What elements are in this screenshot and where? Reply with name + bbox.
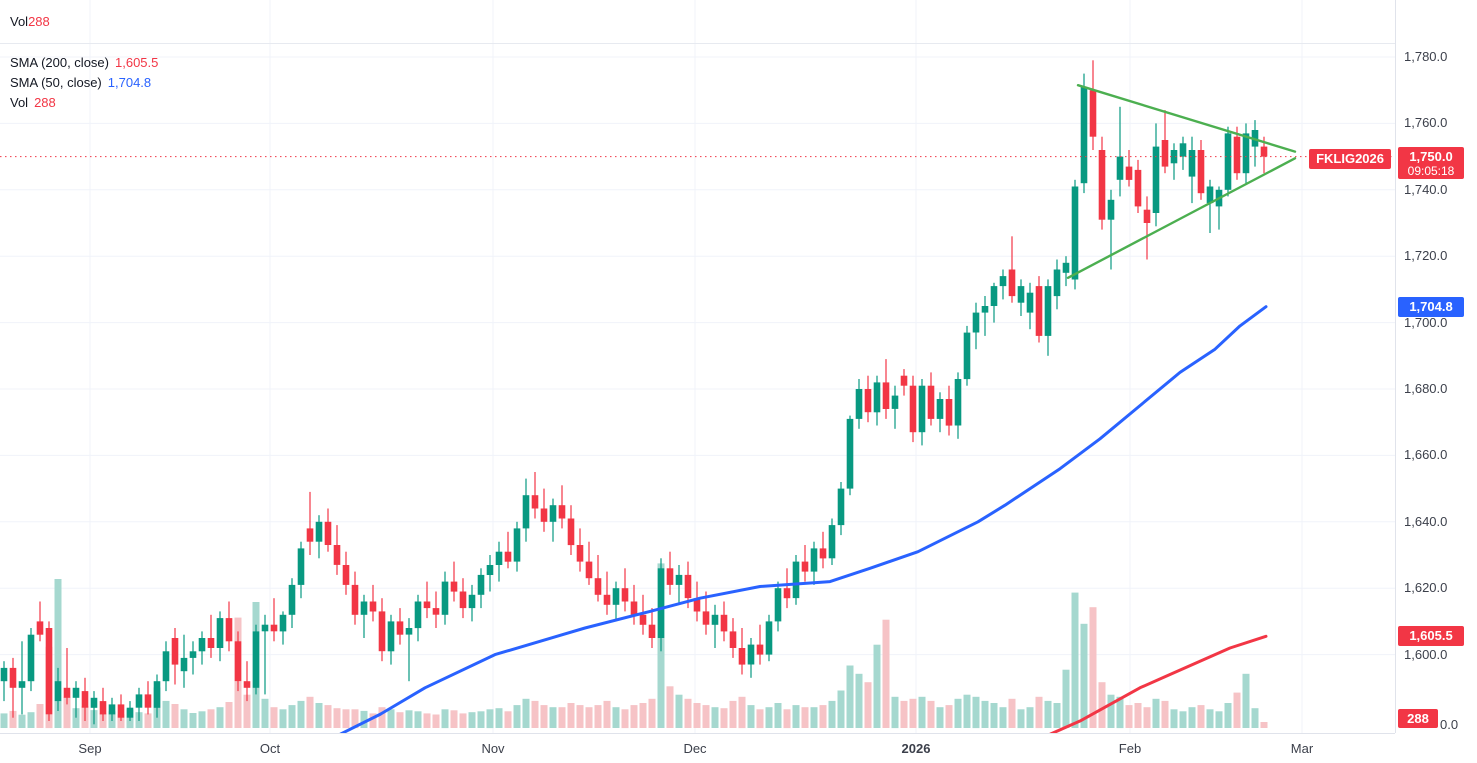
pane-divider bbox=[0, 43, 1477, 44]
time-axis-label: Dec bbox=[683, 741, 707, 756]
price-axis-label: 1,720.0 bbox=[1404, 248, 1448, 263]
price-axis-label: 1,760.0 bbox=[1404, 115, 1448, 130]
time-axis-label: Nov bbox=[481, 741, 505, 756]
volume-pane-legend[interactable]: Vol288 bbox=[10, 12, 50, 32]
sma200-legend-row[interactable]: SMA (200, close) 1,605.5 bbox=[10, 53, 158, 73]
price-axis-label: 1,600.0 bbox=[1404, 647, 1448, 662]
last-price-badge: 1,750.0 09:05:18 bbox=[1398, 147, 1464, 179]
price-axis-label: 1,620.0 bbox=[1404, 580, 1448, 595]
vol-legend-label: Vol bbox=[10, 14, 29, 29]
time-axis-label: Feb bbox=[1118, 741, 1142, 756]
price-axis-label: 1,660.0 bbox=[1404, 447, 1448, 462]
main-pane-legend: SMA (200, close) 1,605.5 SMA (50, close) 1… bbox=[10, 53, 158, 113]
sma200-legend-value: 1,605.5 bbox=[115, 55, 159, 70]
vol-legend-value2: 288 bbox=[34, 95, 56, 110]
sma200-legend-label: SMA (200, close) bbox=[10, 55, 109, 70]
price-axis-label: 1,680.0 bbox=[1404, 381, 1448, 396]
sma200-badge: 1,605.5 bbox=[1398, 626, 1464, 646]
price-axis[interactable]: 1,750.0 09:05:18 1,704.8 1,605.5 288 0.0… bbox=[1395, 0, 1477, 733]
vol-legend-row[interactable]: Vol 288 bbox=[10, 93, 158, 113]
sma50-legend-label: SMA (50, close) bbox=[10, 75, 102, 90]
price-axis-label: 1,780.0 bbox=[1404, 49, 1448, 64]
time-axis-label: 2026 bbox=[901, 741, 931, 756]
sma50-legend-value: 1,704.8 bbox=[107, 75, 152, 90]
price-axis-label: 1,740.0 bbox=[1404, 182, 1448, 197]
sma50-legend-row[interactable]: SMA (50, close) 1,704.8 bbox=[10, 73, 158, 93]
last-price-time: 09:05:18 bbox=[1407, 164, 1455, 178]
time-axis-label: Sep bbox=[78, 741, 102, 756]
volume-zero-label: 0.0 bbox=[1440, 717, 1459, 732]
price-axis-label: 1,700.0 bbox=[1404, 315, 1448, 330]
price-axis-label: 1,640.0 bbox=[1404, 514, 1448, 529]
sma50-badge: 1,704.8 bbox=[1398, 297, 1464, 317]
time-axis-label: Mar bbox=[1290, 741, 1314, 756]
vol-legend-label2: Vol bbox=[10, 95, 29, 110]
price-chart-canvas[interactable] bbox=[0, 0, 1395, 733]
volume-badge: 288 bbox=[1398, 709, 1438, 728]
last-price-value: 1,750.0 bbox=[1409, 149, 1453, 164]
vol-legend-value: 288 bbox=[28, 14, 50, 29]
symbol-price-flag: FKLIG2026 bbox=[1309, 149, 1391, 169]
time-axis-label: Oct bbox=[259, 741, 281, 756]
time-axis[interactable]: Sep Oct Nov Dec 2026 Feb Mar bbox=[0, 733, 1395, 763]
